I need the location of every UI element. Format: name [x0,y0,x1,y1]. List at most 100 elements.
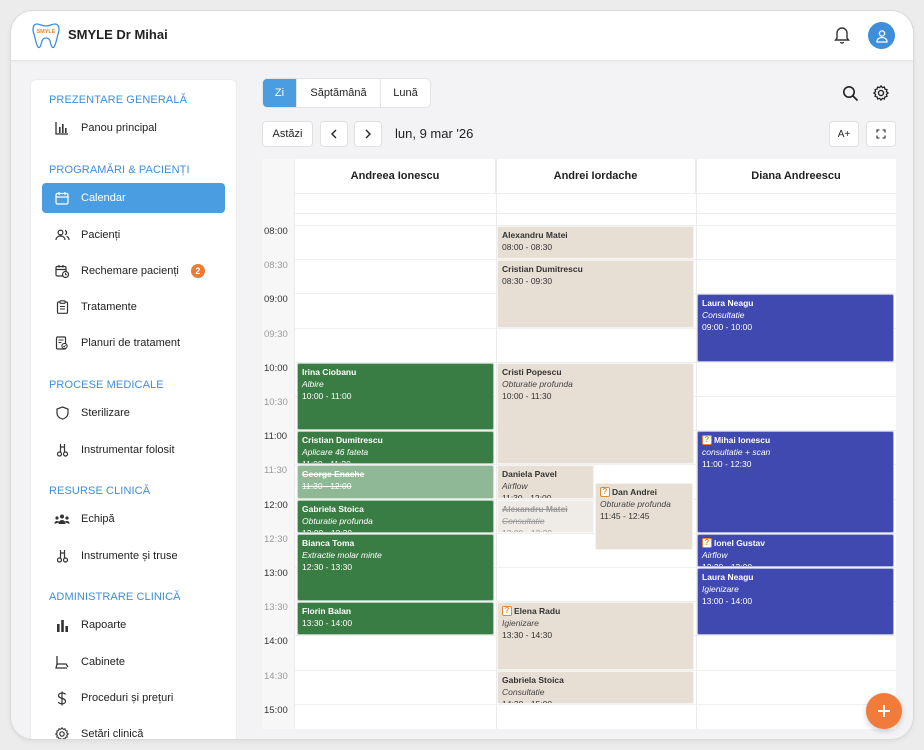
sidebar-item-rechemare-pacienti[interactable]: Rechemare pacienți 2 [42,256,225,286]
appointment-event[interactable]: Cristi Popescu Obturatie profunda 10:00 - … [497,362,694,465]
appointment-event[interactable]: ? Dan Andrei Obturatie profunda 11:45 - 12:… [595,482,693,550]
users-icon [54,227,70,243]
sidebar-item-pacienti[interactable]: Pacienți [42,220,225,250]
fullscreen-button[interactable] [866,121,896,147]
sidebar-item-panou-principal[interactable]: Panou principal [42,113,225,143]
tab-day[interactable]: Zi [263,79,297,107]
next-button[interactable] [354,121,382,147]
search-icon[interactable] [840,83,860,103]
unconfirmed-flag-icon: ? [600,486,610,497]
appointment-event[interactable]: George Enache 11:30 - 12:00 [297,465,494,499]
appointment-event[interactable]: Gabriela Stoica Obturatie profunda 12:00 -… [297,499,494,533]
column-header: Diana Andreescu [751,170,841,182]
section-title: ADMINISTRARE CLINICĂ [49,591,181,603]
event-time: 12:00 - 12:30 [302,527,353,533]
appointment-event[interactable]: Irina Ciobanu Albire 10:00 - 11:00 [297,362,494,431]
event-patient-name: ? Elena Radu [502,605,689,617]
prev-button[interactable] [320,121,348,147]
time-label: 14:00 [264,636,288,648]
event-procedure: Airflow [502,481,528,492]
time-label: 12:30 [264,533,288,545]
sidebar-item-calendar[interactable]: Calendar [42,183,225,213]
unconfirmed-flag-icon: ? [702,435,712,446]
time-slot-line [295,601,896,603]
appointment-event[interactable]: Cristian Dumitrescu Aplicare 46 fateta 11:… [297,431,494,465]
sidebar-item-instrumentar-folosit[interactable]: Instrumentar folosit [42,435,225,465]
event-procedure: consultatie + scan [702,447,771,458]
chevron-left-icon [331,129,337,139]
event-patient-name: George Enache [302,469,365,480]
event-patient-name: Cristi Popescu [502,366,562,377]
shield-icon [54,405,70,421]
appointment-event[interactable]: Laura Neagu Igienizare 13:00 - 14:00 [697,568,894,636]
sidebar-item-echipa[interactable]: Echipă [42,504,225,534]
event-time: 11:45 - 12:45 [600,510,650,521]
event-patient-name: Laura Neagu [702,298,754,309]
dental-chair-icon [54,654,70,670]
tab-week[interactable]: Săptămână [297,79,381,107]
appointment-event[interactable]: Florin Balan 13:30 - 14:00 [297,602,494,636]
top-bar: SMYLE SMYLE Dr Mihai [11,11,913,61]
event-procedure: Consultatie [702,310,745,321]
event-procedure: Airflow [702,549,728,560]
expand-icon [876,129,886,139]
add-appointment-button[interactable] [866,693,902,729]
appointment-event[interactable]: Cristian Dumitrescu 08:30 - 09:30 [497,260,694,328]
event-procedure: Consultatie [502,515,545,526]
time-gutter [262,159,295,729]
sidebar-item-label: Panou principal [81,122,157,134]
appointment-event[interactable]: ? Mihai Ionescu consultatie + scan 11:00 - … [697,431,894,533]
event-time: 12:00 - 12:30 [502,527,553,533]
calendar-clock-icon [54,263,70,279]
gear-icon[interactable] [871,83,891,103]
event-time: 11:30 - 12:00 [302,481,352,492]
sidebar-item-tratamente[interactable]: Tratamente [42,292,225,322]
all-day-row[interactable] [295,193,896,214]
appointment-event[interactable]: ? Elena Radu Igienizare 13:30 - 14:30 [497,602,694,670]
event-patient-name: Daniela Pavel [502,469,557,480]
event-time: 09:00 - 10:00 [702,322,753,333]
section-title: PROCESE MEDICALE [49,379,164,391]
user-avatar[interactable] [868,22,895,49]
event-patient-name: ? Ionel Gustav [702,537,889,549]
today-button[interactable]: Astăzi [262,121,313,147]
event-time: 13:00 - 14:00 [702,596,753,606]
sidebar-item-label: Sterilizare [81,407,130,419]
sidebar-item-label: Cabinete [81,656,126,668]
sidebar-item-label: Echipă [81,513,115,525]
section-title: RESURSE CLINICĂ [49,485,151,497]
appointment-event[interactable]: Alexandru Matei Consultatie 12:00 - 12:30 [497,499,594,533]
event-time: 11:30 - 12:00 [502,493,552,499]
event-procedure: Obturatie profunda [302,515,373,526]
sidebar-item-sterilizare[interactable]: Sterilizare [42,398,225,428]
tab-month[interactable]: Lună [393,87,418,99]
sidebar-item-label: Rechemare pacienți [81,265,179,277]
event-procedure: Consultatie [502,686,545,697]
app-window: SMYLE SMYLE Dr Mihai PREZENTARE GENERALĂ… [11,11,913,739]
sidebar-item-planuri-de-tratament[interactable]: Planuri de tratament [42,328,225,358]
time-slot-line [295,464,896,466]
sidebar-item-instrumente-si-truse[interactable]: Instrumente și truse [42,541,225,571]
appointment-event[interactable]: Bianca Toma Extractie molar minte 12:30 - … [297,533,494,602]
bell-icon[interactable] [833,25,851,45]
sidebar-item-proceduri-si-preturi[interactable]: Proceduri și prețuri [42,683,225,713]
time-slot-line [295,567,896,568]
appointment-event[interactable]: Alexandru Matei 08:00 - 08:30 [497,226,694,260]
font-size-button[interactable]: A+ [829,121,859,147]
event-time: 14:30 - 15:00 [502,698,553,704]
sidebar-item-cabinete[interactable]: Cabinete [42,647,225,677]
time-label: 08:30 [264,260,288,272]
time-slot-line [295,703,896,705]
sidebar-item-rapoarte[interactable]: Rapoarte [42,610,225,640]
appointment-event[interactable]: Laura Neagu Consultatie 09:00 - 10:00 [697,294,894,362]
sidebar-item-setari-clinica[interactable]: Setări clinică [42,719,225,739]
column-divider [696,159,697,729]
appointment-event[interactable]: Gabriela Stoica Consultatie 14:30 - 15:00 [497,670,694,704]
appointment-event[interactable]: Daniela Pavel Airflow 11:30 - 12:00 [497,465,594,499]
time-slot-line [295,361,896,363]
event-patient-name: Gabriela Stoica [302,503,364,514]
event-patient-name: Gabriela Stoica [502,674,564,685]
event-time: 10:00 - 11:30 [502,390,552,401]
appointment-event[interactable]: ? Ionel Gustav Airflow 12:30 - 13:00 [697,533,894,567]
smyle-logo[interactable]: SMYLE [29,18,63,52]
